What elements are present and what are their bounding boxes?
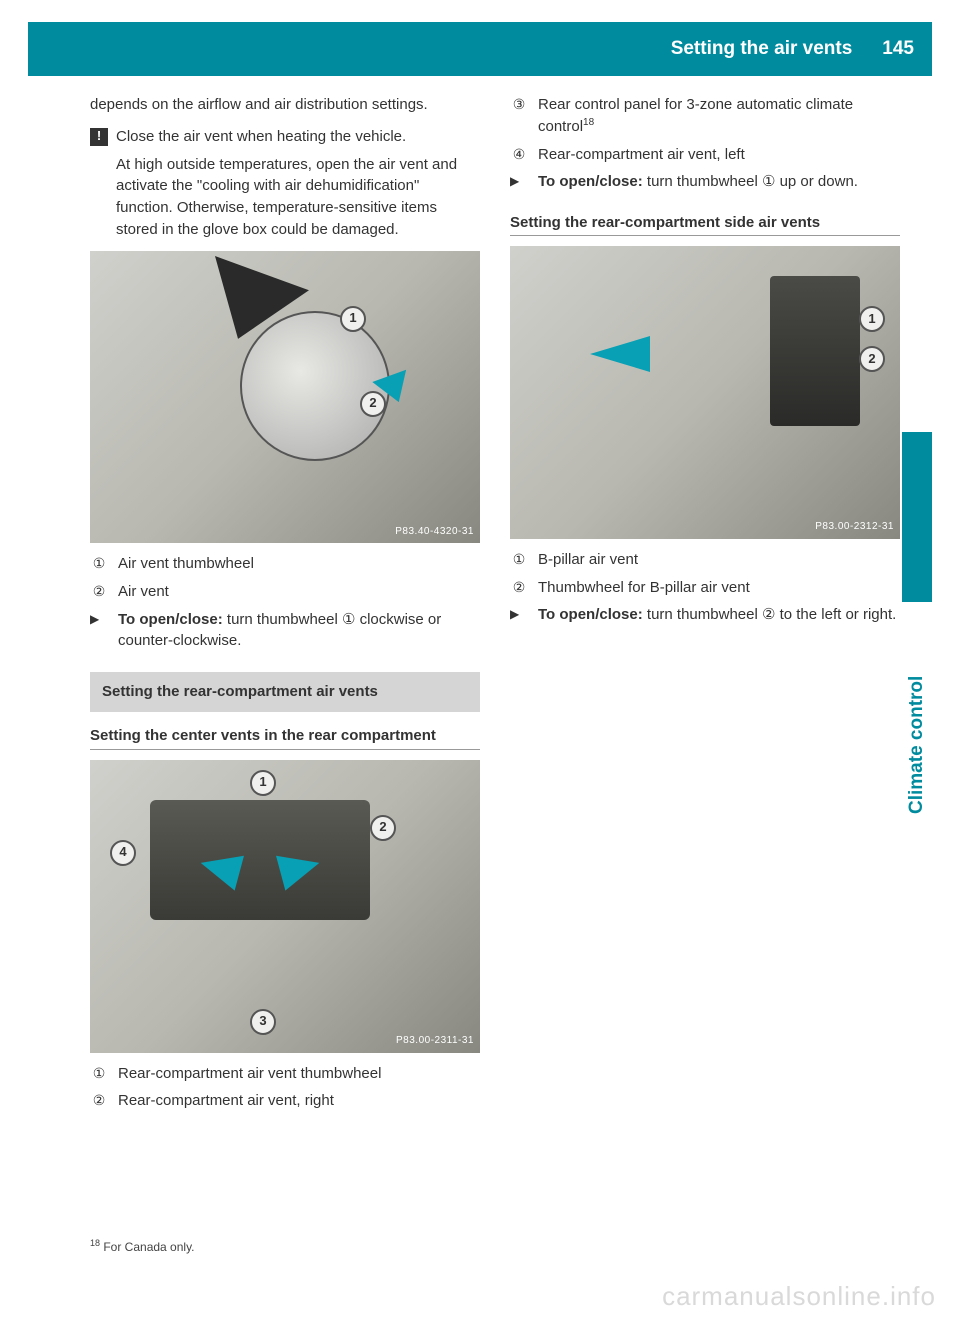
list-item: ① Rear-compartment air vent thumbwheel	[90, 1063, 480, 1085]
list-item: ② Air vent	[90, 581, 480, 603]
list-item: ② Rear-compartment air vent, right	[90, 1090, 480, 1112]
arrow-icon: ▶	[510, 606, 528, 626]
right-column: ③ Rear control panel for 3-zone automati…	[510, 94, 900, 1118]
marker-3: ③	[510, 94, 528, 138]
callout-1: 1	[859, 306, 885, 332]
callout-2: 2	[859, 346, 885, 372]
r-item-1-text: B-pillar air vent	[538, 549, 638, 571]
callout-1: 1	[340, 306, 366, 332]
callout-4: 4	[110, 840, 136, 866]
item-2-text: Air vent	[118, 581, 169, 603]
action-row: ▶ To open/close: turn thumbwheel ① clock…	[90, 609, 480, 653]
left-column: depends on the airflow and air distribut…	[90, 94, 480, 1118]
warning-line-1: Close the air vent when heating the vehi…	[116, 126, 480, 148]
action-row: ▶ To open/close: turn thumbwheel ① up or…	[510, 171, 900, 193]
callout-3: 3	[250, 1009, 276, 1035]
footnote-text: For Canada only.	[100, 1240, 195, 1254]
arrow-icon: ▶	[510, 173, 528, 193]
figure-code: P83.40-4320-31	[395, 525, 474, 540]
item-1-text: Air vent thumbwheel	[118, 553, 254, 575]
figure-rear-center-vent: 1 2 3 4 P83.00-2311-31	[90, 760, 480, 1053]
sub-rule	[90, 749, 480, 750]
action-bold: To open/close:	[538, 173, 643, 190]
marker-2: ②	[90, 581, 108, 603]
marker-2: ②	[510, 577, 528, 599]
item-3-sup: 18	[583, 117, 594, 128]
page-header: Setting the air vents 145	[28, 22, 932, 76]
sub-heading: Setting the rear-compartment side air ve…	[510, 213, 900, 233]
marker-2: ②	[90, 1090, 108, 1112]
action-rest: turn thumbwheel ① up or down.	[643, 173, 858, 190]
marker-1: ①	[90, 553, 108, 575]
warning-line-2: At high outside temperatures, open the a…	[116, 154, 480, 241]
page-number: 145	[864, 22, 932, 76]
sub-rule	[510, 235, 900, 236]
list-item: ① B-pillar air vent	[510, 549, 900, 571]
item2-1-text: Rear-compartment air vent thumbwheel	[118, 1063, 381, 1085]
figure-code: P83.00-2311-31	[396, 1034, 474, 1049]
callout-1: 1	[250, 770, 276, 796]
section-heading: Setting the rear-compartment air vents	[90, 672, 480, 712]
footnote: 18 For Canada only.	[90, 1238, 195, 1254]
figure-code: P83.00-2312-31	[815, 520, 894, 535]
figure-bpillar-vent: 1 2 P83.00-2312-31	[510, 246, 900, 539]
footnote-num: 18	[90, 1238, 100, 1248]
list-item: ② Thumbwheel for B-pillar air vent	[510, 577, 900, 599]
action-text: To open/close: turn thumbwheel ① up or d…	[538, 171, 858, 193]
side-chapter-label: Climate control	[902, 602, 932, 822]
callout-2: 2	[370, 815, 396, 841]
arrow-icon: ▶	[90, 611, 108, 653]
action-rest: turn thumbwheel ② to the left or right.	[643, 606, 897, 623]
list-item: ③ Rear control panel for 3-zone automati…	[510, 94, 900, 138]
action-row: ▶ To open/close: turn thumbwheel ② to th…	[510, 604, 900, 626]
watermark: carmanualsonline.info	[662, 1281, 936, 1312]
marker-4: ④	[510, 144, 528, 166]
figure-glovebox-vent: 1 2 P83.40-4320-31	[90, 251, 480, 544]
action-text: To open/close: turn thumbwheel ② to the …	[538, 604, 896, 626]
action-bold: To open/close:	[538, 606, 643, 623]
item-3-text: Rear control panel for 3-zone automatic …	[538, 94, 900, 138]
item-4-text: Rear-compartment air vent, left	[538, 144, 745, 166]
warning-icon: !	[90, 128, 108, 146]
intro-text: depends on the airflow and air distribut…	[90, 94, 480, 116]
content-area: depends on the airflow and air distribut…	[90, 94, 900, 1118]
marker-1: ①	[510, 549, 528, 571]
item-3-main: Rear control panel for 3-zone automatic …	[538, 96, 853, 135]
sub-heading: Setting the center vents in the rear com…	[90, 726, 480, 746]
r-item-2-text: Thumbwheel for B-pillar air vent	[538, 577, 750, 599]
list-item: ④ Rear-compartment air vent, left	[510, 144, 900, 166]
action-text: To open/close: turn thumbwheel ① clockwi…	[118, 609, 480, 653]
item2-2-text: Rear-compartment air vent, right	[118, 1090, 334, 1112]
header-title: Setting the air vents	[671, 38, 853, 60]
warning-block: ! Close the air vent when heating the ve…	[90, 126, 480, 148]
action-bold: To open/close:	[118, 611, 223, 628]
marker-1: ①	[90, 1063, 108, 1085]
list-item: ① Air vent thumbwheel	[90, 553, 480, 575]
side-tab	[902, 432, 932, 602]
